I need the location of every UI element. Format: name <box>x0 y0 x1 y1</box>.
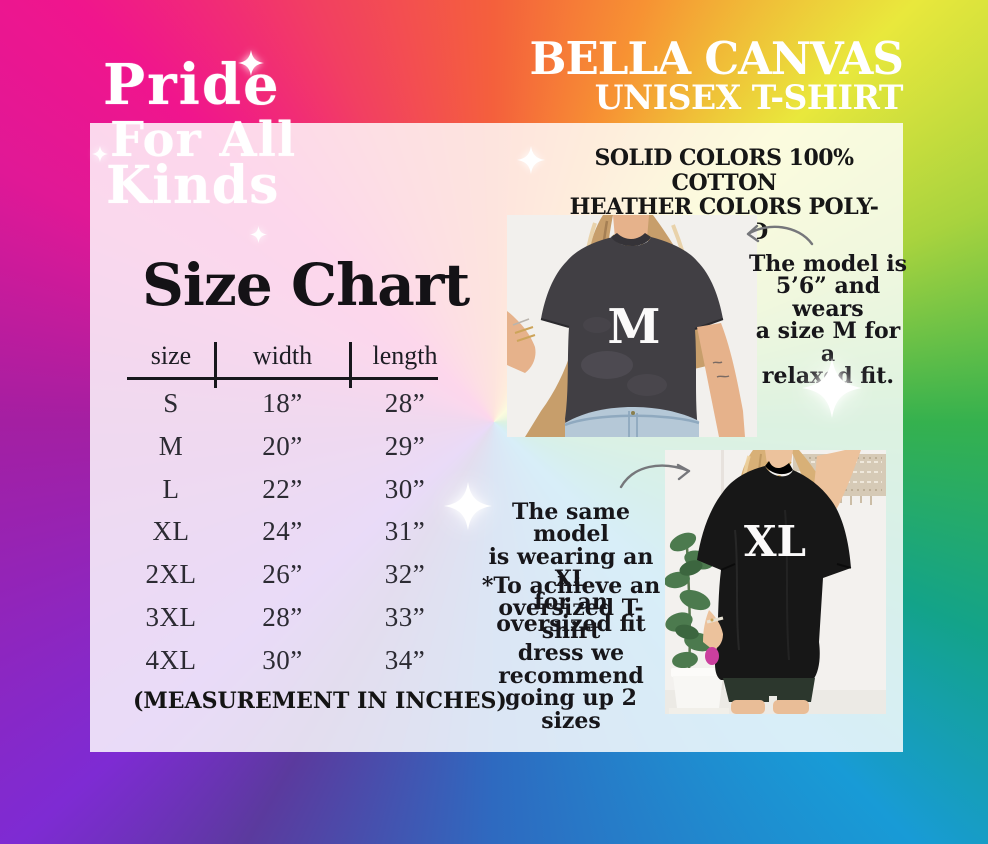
measurement-footnote: (MEASUREMENT IN INCHES) <box>133 688 507 714</box>
model-xl-note-line: for an oversized fit <box>496 588 646 638</box>
table-cell: 30” <box>384 473 426 504</box>
size-chart-title: Size Chart <box>142 251 470 319</box>
table-divider <box>214 342 217 388</box>
model-xl-note-line: The same model <box>512 499 630 548</box>
model-xl-note: The same model is wearing an XL for an o… <box>477 501 665 636</box>
table-cell: 29” <box>384 430 426 461</box>
column-header-size: size <box>150 341 192 370</box>
table-cell: 18” <box>262 388 303 418</box>
sparkle-icon <box>517 146 545 174</box>
potted-plant <box>665 532 729 714</box>
size-chart-table-body: S 18” 28” M 20” 29” L 22” 30” XL 24” 31”… <box>127 382 460 682</box>
oversized-tip-line: oversized T-shirt <box>498 595 644 644</box>
oversized-tip-line: *To achieve an <box>481 573 661 599</box>
table-cell: 30” <box>262 644 303 675</box>
shirt-size-letter-m: M <box>607 299 660 355</box>
table-cell: S <box>163 388 179 418</box>
table-cell: 26” <box>262 559 303 590</box>
model-xl-note-line: is wearing an XL <box>488 543 654 593</box>
arrow-to-model-m-icon <box>746 224 814 246</box>
shirt-size-letter-xl: XL <box>744 517 806 566</box>
table-cell: 32” <box>384 559 426 590</box>
product-title-line-1: BELLA CANVAS <box>529 32 904 85</box>
brand-logo-line-3: Kinds <box>106 155 280 216</box>
table-cell: 2XL <box>145 559 197 590</box>
oversized-tip-note: *To achieve an oversized T-shirt dress w… <box>477 575 665 732</box>
table-cell: 4XL <box>145 644 197 675</box>
table-cell: 34” <box>384 644 426 675</box>
sparkle-icon <box>250 226 267 243</box>
product-title: BELLA CANVAS UNISEX T-SHIRT <box>529 32 904 118</box>
table-cell: 28” <box>384 388 426 418</box>
table-cell: 20” <box>262 430 303 461</box>
table-cell: M <box>158 430 184 461</box>
table-rule <box>127 377 438 380</box>
table-cell: L <box>162 473 180 504</box>
table-cell: 33” <box>384 601 426 632</box>
sparkle-icon <box>238 50 264 76</box>
table-cell: 31” <box>384 516 426 547</box>
brand-logo-line-2: For All <box>110 112 297 168</box>
model-m-note-line: The model is <box>748 251 908 277</box>
table-cell: 3XL <box>145 601 197 632</box>
sparkle-icon <box>802 358 862 418</box>
product-title-line-2: UNISEX T-SHIRT <box>594 78 904 118</box>
material-note: SOLID COLORS 100% COTTON HEATHER COLORS … <box>545 146 903 245</box>
table-cell: 22” <box>262 473 303 504</box>
model-m-note-line: a size M for a <box>755 318 901 367</box>
sparkle-icon <box>92 146 108 162</box>
size-chart-header-row: size width length <box>127 341 460 371</box>
arrow-to-model-xl-icon <box>619 463 691 489</box>
model-photo-size-m: M <box>507 215 757 437</box>
oversized-tip-line: going up 2 sizes <box>505 685 637 734</box>
table-divider <box>349 342 352 388</box>
table-cell: 24” <box>262 516 303 547</box>
model-m-note: The model is 5’6” and wears a size M for… <box>748 253 908 388</box>
material-note-line-1: SOLID COLORS 100% COTTON <box>594 145 854 196</box>
oversized-tip-line: dress we <box>517 640 625 667</box>
oversized-tip-line: recommend <box>498 662 644 689</box>
column-header-width: width <box>252 341 313 370</box>
table-cell: 28” <box>262 601 303 632</box>
model-photo-size-xl: XL <box>665 450 886 714</box>
table-cell: XL <box>152 516 190 547</box>
column-header-length: length <box>372 341 438 370</box>
model-m-note-line: 5’6” and wears <box>775 273 881 322</box>
